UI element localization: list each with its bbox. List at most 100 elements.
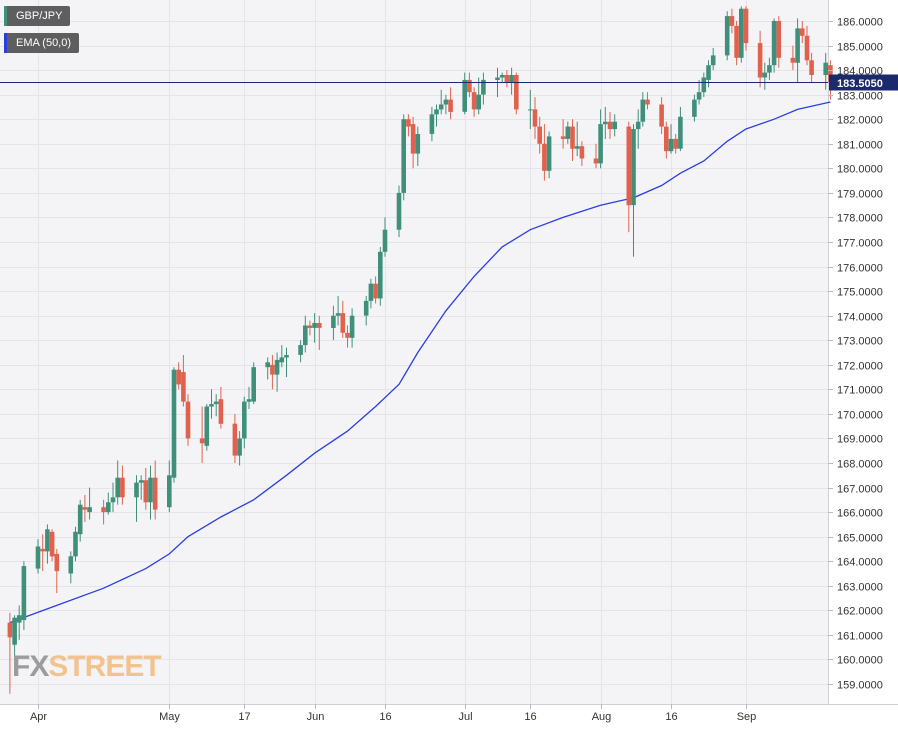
candle-bullish: [204, 404, 210, 451]
y-tick-label: 176.0000: [837, 263, 883, 275]
candle-bearish: [143, 467, 149, 510]
x-tick-label: 17: [238, 711, 250, 723]
candle-body: [471, 92, 477, 110]
candle-body: [251, 367, 256, 402]
x-tick-label: Aug: [592, 711, 612, 723]
candle-bullish: [434, 104, 439, 127]
candle-body: [537, 126, 542, 144]
candle-bullish: [16, 605, 22, 640]
candle-body: [284, 355, 289, 358]
candle-body: [270, 364, 275, 375]
candle-body: [82, 507, 88, 510]
fxstreet-logo: FXSTREET: [12, 650, 162, 684]
x-tick-label: Sep: [737, 711, 757, 723]
candle-bullish: [635, 109, 641, 149]
candle-bullish: [382, 217, 388, 257]
candle-bullish: [396, 185, 402, 238]
candle-bullish: [771, 18, 777, 73]
y-tick-label: 169.0000: [837, 434, 883, 446]
candle-body: [368, 283, 374, 301]
candle-body: [743, 8, 749, 44]
candle-body: [499, 75, 505, 78]
candle-bearish: [809, 52, 814, 83]
candle-bearish: [7, 612, 13, 694]
candle-body: [382, 229, 388, 252]
candle-body: [800, 28, 805, 36]
candle-bearish: [49, 529, 55, 562]
candle-bearish: [607, 111, 613, 139]
candle-bearish: [218, 386, 224, 429]
candle-body: [7, 622, 13, 638]
y-tick-label: 167.0000: [837, 484, 883, 496]
candle-bullish: [429, 106, 435, 142]
candle-body: [823, 62, 828, 75]
candle-bullish: [138, 475, 144, 500]
candle-body: [152, 477, 158, 510]
candle-bearish: [307, 320, 313, 336]
legend-symbol-badge[interactable]: GBP/JPY: [4, 6, 71, 26]
candle-bullish: [678, 106, 683, 152]
grid: [0, 0, 828, 704]
candle-bullish: [167, 460, 172, 513]
candle-bearish: [743, 6, 749, 51]
candle-body: [406, 119, 411, 127]
candle-bearish: [345, 325, 350, 348]
candle-body: [710, 55, 716, 66]
candle-body: [692, 99, 697, 117]
candle-body: [401, 119, 406, 193]
legend-ema-badge[interactable]: EMA (50,0): [4, 33, 80, 53]
candle-bullish: [612, 114, 617, 137]
candle-bullish: [476, 77, 481, 115]
candle-bearish: [467, 72, 472, 98]
y-tick-label: 160.0000: [837, 655, 883, 667]
candle-bearish: [232, 413, 238, 463]
candle-bearish: [659, 97, 664, 134]
candle-bearish: [504, 70, 510, 88]
y-tick-label: 162.0000: [837, 606, 883, 618]
candle-bullish: [106, 492, 111, 515]
candle-bearish: [790, 45, 796, 71]
candle-body: [331, 315, 336, 328]
y-tick-label: 175.0000: [837, 287, 883, 299]
candle-body: [429, 114, 435, 134]
candle-bullish: [303, 315, 308, 353]
candle-body: [138, 480, 144, 483]
candle-body: [171, 369, 177, 478]
candle-body: [739, 8, 744, 58]
candle-body: [574, 146, 580, 149]
candle-bearish: [570, 119, 575, 161]
candle-body: [345, 332, 350, 338]
current-price-label: 183.5050: [837, 78, 883, 90]
candle-bullish: [696, 79, 702, 105]
candle-body: [120, 477, 125, 498]
y-tick-label: 172.0000: [837, 361, 883, 373]
candle-body: [701, 77, 707, 93]
candle-body: [335, 313, 341, 316]
y-tick-label: 184.0000: [837, 66, 883, 78]
candle-body: [363, 300, 369, 316]
candle-body: [181, 372, 186, 402]
y-tick-label: 174.0000: [837, 312, 883, 324]
candle-body: [767, 65, 772, 73]
candle-bearish: [101, 499, 106, 525]
candle-bullish: [251, 362, 256, 405]
candle-body: [467, 79, 472, 93]
candle-bearish: [40, 534, 45, 571]
candle-body: [218, 399, 224, 424]
candle-body: [54, 553, 60, 572]
candle-bearish: [804, 25, 810, 66]
candle-bullish: [21, 561, 27, 630]
candle-body: [542, 143, 547, 171]
y-tick-label: 161.0000: [837, 631, 883, 643]
candle-bullish: [87, 487, 92, 520]
candle-bearish: [734, 21, 739, 66]
candle-body: [626, 126, 632, 206]
candle-body: [603, 121, 608, 125]
candle-body: [570, 126, 575, 149]
candle-body: [410, 124, 416, 154]
candle-bullish: [603, 106, 608, 139]
candle-body: [87, 507, 92, 513]
candle-bullish: [73, 526, 78, 562]
candle-bearish: [593, 143, 599, 169]
candle-bullish: [242, 396, 247, 449]
